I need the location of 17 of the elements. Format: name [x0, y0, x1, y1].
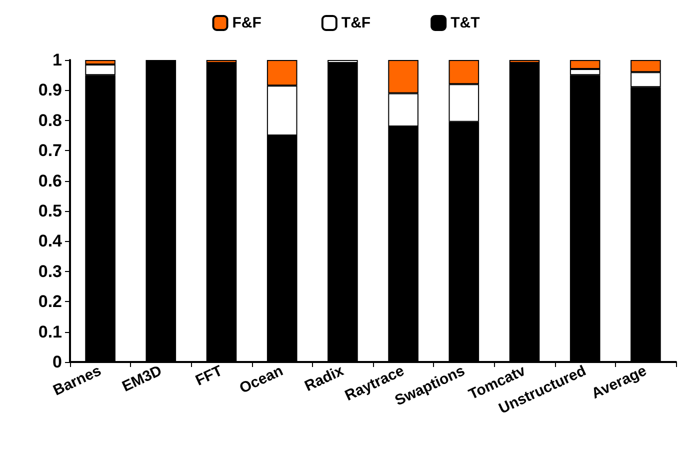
legend-label: F&F	[232, 14, 262, 32]
legend-label: T&T	[450, 14, 480, 32]
y-tick-label: 0.6	[38, 171, 62, 190]
y-tick-label: 0.7	[38, 141, 62, 160]
y-tick-label: 0.2	[38, 292, 62, 312]
y-tick-label: 1	[52, 50, 62, 70]
y-tick-label: 0.8	[38, 110, 62, 130]
y-tick-label: 0.9	[38, 80, 62, 100]
x-tick-label: Ocean	[236, 362, 286, 398]
y-tick-label: 0.5	[38, 202, 62, 220]
y-tick-label: 0	[52, 352, 62, 372]
y-tick-label: 0.3	[38, 262, 62, 281]
x-tick-label: FFT	[193, 362, 226, 390]
y-tick-label: 0.4	[38, 232, 63, 251]
y-tick-label: 0.1	[38, 322, 62, 342]
x-tick-label: EM3D	[120, 362, 165, 396]
legend-label: T&F	[341, 14, 371, 32]
